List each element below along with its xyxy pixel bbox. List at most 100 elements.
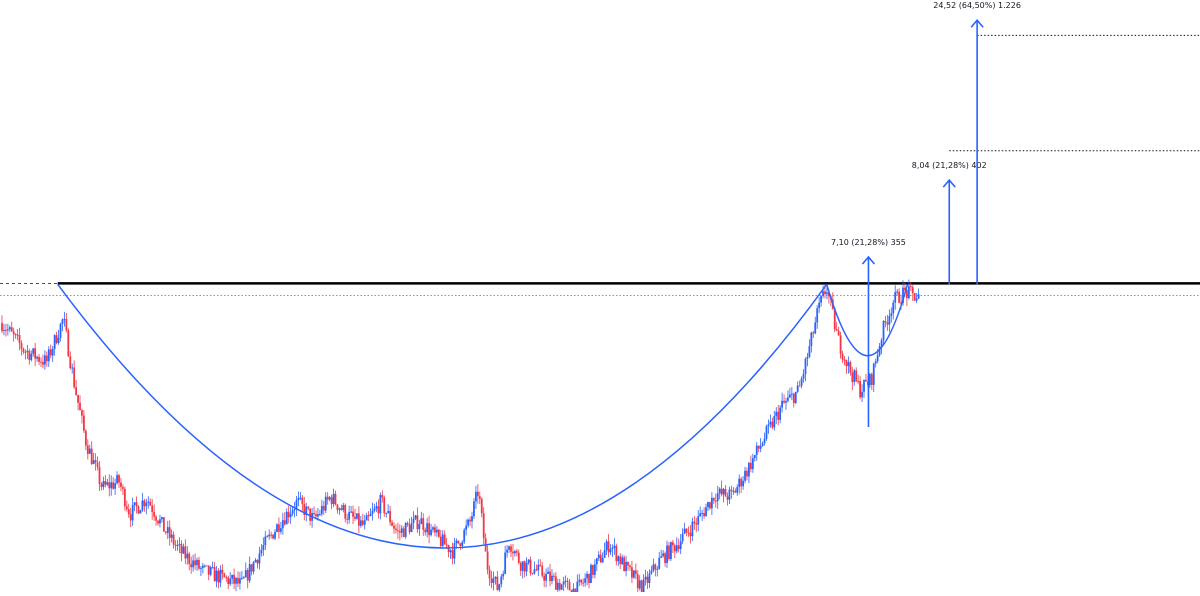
- candle-body: [120, 482, 122, 488]
- candle-body: [716, 493, 719, 502]
- candle-body: [650, 570, 653, 574]
- candle-body: [673, 545, 676, 552]
- candle-body: [412, 518, 415, 524]
- candle-body: [902, 287, 904, 304]
- candle-body: [597, 554, 600, 559]
- candle-body: [307, 506, 310, 509]
- candles: [1, 279, 920, 596]
- candle-body: [640, 580, 643, 594]
- candle-body: [816, 308, 819, 323]
- candle-body: [623, 557, 626, 572]
- candle-body: [566, 580, 569, 583]
- candle-body: [315, 514, 317, 517]
- candle-body: [324, 496, 327, 511]
- candle-body: [59, 323, 62, 338]
- candle-body: [371, 510, 374, 514]
- candle-body: [820, 296, 822, 303]
- candle-body: [671, 542, 674, 546]
- candle-body: [229, 578, 232, 585]
- candle-body: [161, 517, 163, 520]
- candle-body: [73, 367, 76, 388]
- candle-body: [283, 520, 286, 525]
- candle-body: [599, 554, 602, 563]
- candle-body: [424, 529, 427, 533]
- candle-body: [406, 523, 409, 525]
- candle-body: [439, 536, 442, 547]
- candle-body: [26, 350, 29, 352]
- candle-body: [200, 567, 202, 569]
- candle-body: [471, 516, 473, 522]
- candle-body: [853, 370, 856, 383]
- candle-body: [260, 549, 263, 554]
- candle-body: [798, 385, 801, 387]
- cup-arc[interactable]: [57, 283, 828, 549]
- candle-body: [917, 294, 920, 299]
- candle-body: [578, 579, 581, 582]
- candle-body: [738, 478, 741, 487]
- candle-body: [646, 576, 649, 583]
- candle-body: [695, 523, 698, 525]
- candle-body: [463, 529, 466, 543]
- candle-body: [86, 445, 89, 454]
- candle-body: [404, 523, 407, 537]
- candle-body: [595, 558, 598, 565]
- candle-body: [400, 528, 403, 533]
- candle-body: [375, 506, 378, 509]
- candle-body: [810, 332, 813, 347]
- candle-body: [350, 511, 352, 513]
- candle-body: [689, 532, 692, 537]
- candle-body: [32, 348, 35, 354]
- candle-body: [476, 491, 479, 497]
- candle-body: [420, 518, 423, 525]
- candle-body: [888, 315, 891, 325]
- candle-body: [759, 445, 762, 449]
- candle-body: [841, 353, 844, 360]
- candle-body: [90, 448, 93, 464]
- candle-body: [742, 480, 744, 487]
- candle-body: [256, 559, 259, 564]
- candle-body: [141, 500, 144, 511]
- candle-body: [81, 410, 83, 416]
- candle-body: [480, 498, 483, 514]
- candle-body: [681, 533, 684, 542]
- candle-body: [209, 567, 212, 575]
- candle-body: [539, 564, 542, 566]
- candle-body: [632, 570, 635, 578]
- candle-body: [514, 551, 516, 554]
- candle-body: [621, 557, 624, 565]
- candle-body: [194, 560, 196, 566]
- candle-body: [116, 475, 118, 484]
- candle-body: [266, 536, 269, 538]
- candle-body: [892, 302, 895, 314]
- candle-body: [317, 514, 319, 517]
- candle-body: [77, 394, 79, 403]
- candle-body: [289, 513, 292, 518]
- candle-body: [190, 563, 193, 568]
- candle-body: [151, 505, 154, 512]
- candle-body: [683, 528, 686, 534]
- candle-body: [170, 534, 173, 538]
- candle-body: [465, 525, 468, 530]
- candle-body: [279, 528, 282, 532]
- candle-body: [699, 513, 702, 517]
- candle-body: [344, 505, 347, 519]
- candle-body: [607, 541, 610, 553]
- candle-body: [644, 576, 647, 580]
- candle-body: [285, 511, 288, 525]
- candle-body: [710, 497, 713, 509]
- candle-body: [806, 356, 809, 359]
- candle-body: [666, 545, 668, 563]
- candle-body: [114, 483, 117, 489]
- candle-body: [268, 534, 271, 537]
- candle-body: [219, 569, 222, 583]
- candle-body: [379, 495, 382, 514]
- candle-body: [196, 559, 198, 566]
- candle-body: [523, 561, 526, 572]
- candle-body: [547, 571, 549, 574]
- candle-body: [835, 329, 838, 331]
- candle-body: [118, 475, 120, 483]
- candle-body: [894, 292, 897, 303]
- candle-body: [515, 551, 518, 553]
